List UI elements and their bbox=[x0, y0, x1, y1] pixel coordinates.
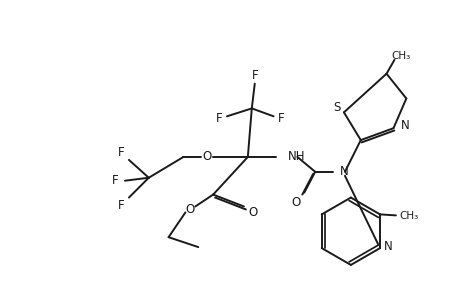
Text: N: N bbox=[399, 119, 408, 132]
Text: F: F bbox=[251, 69, 257, 82]
Text: F: F bbox=[118, 146, 124, 160]
Text: F: F bbox=[118, 199, 124, 212]
Text: NH: NH bbox=[287, 150, 304, 164]
Text: F: F bbox=[278, 112, 284, 125]
Text: CH₃: CH₃ bbox=[391, 51, 410, 61]
Text: F: F bbox=[215, 112, 222, 125]
Text: N: N bbox=[339, 165, 348, 178]
Text: F: F bbox=[112, 174, 118, 187]
Text: CH₃: CH₃ bbox=[399, 212, 418, 221]
Text: N: N bbox=[383, 240, 392, 253]
Text: O: O bbox=[291, 196, 300, 209]
Text: O: O bbox=[202, 150, 212, 164]
Text: O: O bbox=[185, 203, 195, 216]
Text: S: S bbox=[333, 101, 340, 114]
Text: O: O bbox=[247, 206, 257, 219]
